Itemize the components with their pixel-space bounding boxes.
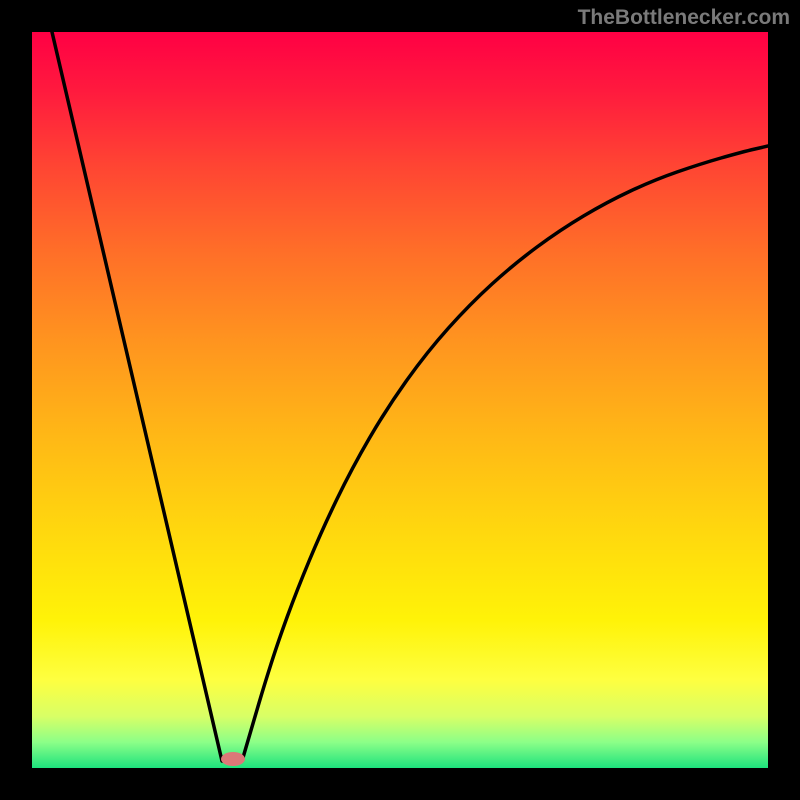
watermark-text: TheBottlenecker.com <box>578 6 790 30</box>
optimal-marker <box>221 752 245 766</box>
chart-frame: TheBottlenecker.com <box>0 0 800 800</box>
plot-area <box>32 32 768 768</box>
bottleneck-curve <box>32 32 768 768</box>
